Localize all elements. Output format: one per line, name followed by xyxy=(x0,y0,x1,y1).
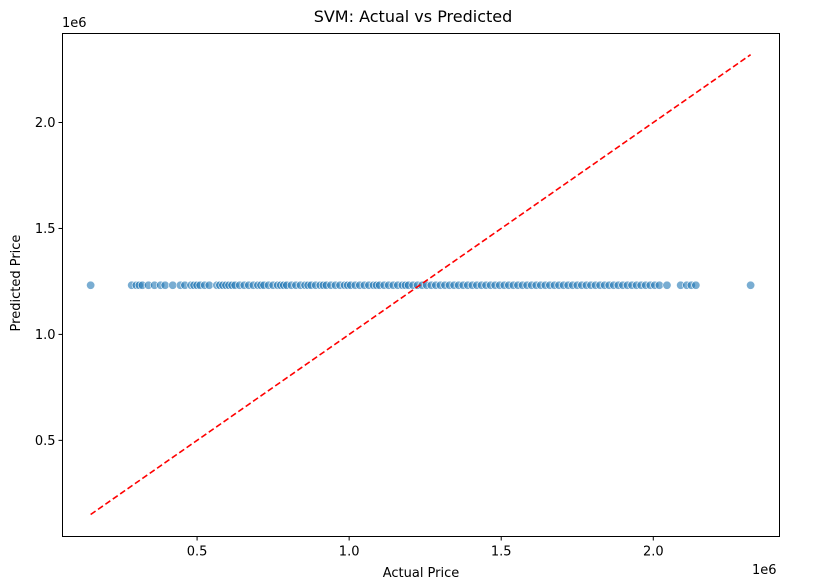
reference-line xyxy=(90,54,752,516)
y-tick-label: 0.5 xyxy=(35,434,56,449)
y-tick-label: 2.0 xyxy=(35,116,56,131)
data-point xyxy=(691,280,701,290)
data-point xyxy=(746,280,756,290)
data-point xyxy=(204,280,214,290)
axis-ticks: 0.5 1.0 1.5 2.0 0.5 1.0 1.5 2.0 xyxy=(35,116,664,559)
data-point xyxy=(160,280,170,290)
x-axis-label: Actual Price xyxy=(383,566,460,581)
y-tick-label: 1.5 xyxy=(35,222,56,237)
data-point xyxy=(654,280,664,290)
x-tick-label: 2.0 xyxy=(643,545,664,560)
y-offset-label: 1e6 xyxy=(62,16,87,31)
plot-frame xyxy=(62,33,780,537)
x-offset-label: 1e6 xyxy=(752,563,777,578)
data-point xyxy=(662,280,672,290)
x-tick-label: 1.0 xyxy=(339,545,360,560)
chart-title: SVM: Actual vs Predicted xyxy=(314,7,513,26)
y-tick-label: 1.0 xyxy=(35,328,56,343)
x-tick-label: 1.5 xyxy=(491,545,512,560)
x-tick-label: 0.5 xyxy=(187,545,208,560)
plot-area xyxy=(86,54,756,516)
data-point xyxy=(168,280,178,290)
data-point xyxy=(86,280,96,290)
y-axis-label: Predicted Price xyxy=(9,235,24,332)
